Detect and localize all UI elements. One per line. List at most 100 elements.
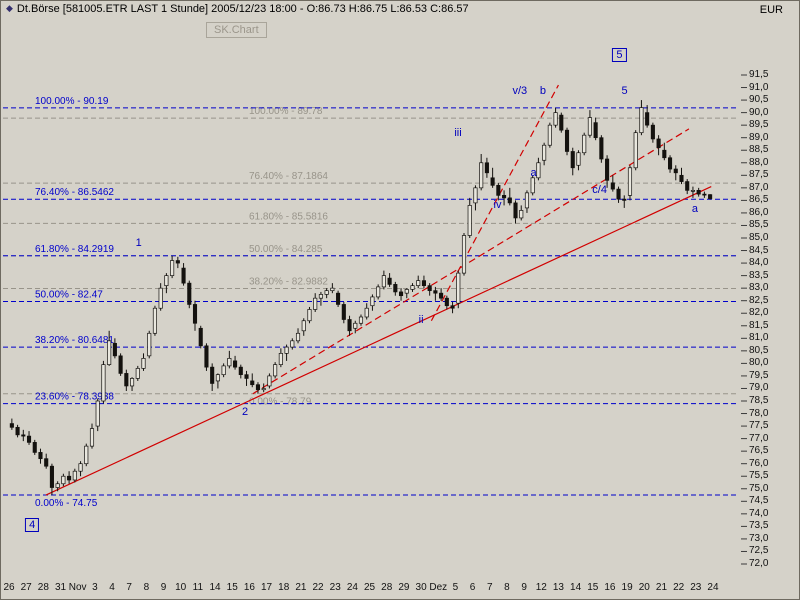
x-axis-label: 23 — [690, 582, 702, 593]
candle-body — [147, 332, 152, 357]
fib-blue-level-label: 38.20% - 80.6481 — [35, 335, 114, 346]
sk-chart-watermark: SK.Chart — [206, 22, 267, 38]
x-axis-label: 20 — [638, 582, 650, 593]
candle-body — [84, 445, 89, 465]
candle-body — [616, 188, 621, 200]
candle-body — [215, 374, 220, 382]
y-axis-label: 88,0 — [749, 156, 769, 168]
x-axis-label: 28 — [381, 582, 393, 593]
candle-body — [273, 364, 278, 377]
x-axis-label: 24 — [346, 582, 358, 593]
y-axis-label: 83,5 — [749, 269, 769, 281]
elliott-wave-label: iv — [493, 199, 502, 212]
candle-body — [593, 122, 598, 139]
x-axis-label: 22 — [673, 582, 685, 593]
y-axis-label: 75,5 — [749, 470, 769, 482]
y-axis-label: 89,5 — [749, 119, 769, 131]
candle-body — [553, 112, 558, 126]
y-axis-label: 80,0 — [749, 357, 769, 369]
candle-body — [662, 149, 667, 159]
y-axis-label: 84,5 — [749, 244, 769, 256]
elliott-wave-label: c/4 — [592, 184, 607, 197]
candle-body — [38, 452, 43, 460]
candle-body — [667, 157, 673, 170]
candle-body — [44, 458, 49, 467]
candle-body — [582, 134, 587, 154]
candle-body — [261, 388, 266, 391]
candle-body — [307, 309, 312, 322]
candle-body — [364, 307, 369, 318]
currency-label: EUR — [759, 4, 783, 16]
candle-body — [170, 260, 175, 276]
candle-body — [673, 168, 678, 174]
candle-body — [530, 177, 535, 194]
candle-body — [690, 190, 695, 192]
candle-body — [450, 305, 455, 309]
candle-body — [107, 340, 112, 365]
candle-body — [284, 346, 289, 354]
x-axis-label: 15 — [226, 582, 238, 593]
candle-body — [135, 368, 140, 379]
x-axis-label: Nov — [68, 582, 87, 593]
candle-body — [393, 284, 398, 293]
y-axis-label: 74,5 — [749, 495, 769, 507]
elliott-wave-label: 2 — [242, 406, 249, 419]
candle-body — [605, 158, 610, 181]
candle-body — [341, 304, 346, 320]
x-axis-label: 7 — [486, 582, 493, 593]
fib-gray-level-label: 38.20% - 82.9882 — [249, 276, 328, 287]
elliott-wave-label: 1 — [135, 237, 142, 249]
window-title: Dt.Börse [581005.ETR LAST 1 Stunde] 2005… — [16, 3, 469, 15]
candle-body — [26, 435, 32, 443]
candle-body — [421, 280, 426, 286]
x-axis-label: 14 — [570, 582, 582, 593]
candle-body — [542, 144, 547, 161]
x-axis-label: 4 — [109, 582, 115, 593]
fib-blue-level-label: 50.00% - 82.47 — [35, 289, 103, 300]
candle-body — [15, 426, 20, 436]
candle-body — [313, 297, 318, 310]
elliott-wave-label: ii — [418, 313, 424, 326]
y-axis-label: 78,5 — [749, 395, 769, 406]
candle-body — [587, 117, 592, 136]
candle-body — [290, 340, 295, 348]
candle-body — [502, 195, 507, 199]
candle-body — [32, 442, 37, 453]
candle-body — [461, 235, 467, 274]
y-axis-label: 75,0 — [749, 482, 769, 494]
x-axis-label: 9 — [521, 582, 527, 593]
y-axis-label: 77,5 — [749, 420, 769, 432]
candle-body — [301, 320, 306, 332]
candle-body — [570, 151, 575, 169]
fib-blue-level-label: 76.40% - 86.5462 — [35, 187, 114, 198]
candle-body — [685, 181, 690, 191]
y-axis-label: 79,0 — [749, 382, 769, 394]
candle-body — [175, 260, 180, 264]
x-axis-label: 21 — [295, 582, 307, 593]
candle-body — [130, 378, 135, 387]
candle-body — [467, 205, 472, 236]
candle-body — [330, 287, 335, 292]
candle-body — [547, 124, 552, 146]
candle-body — [507, 197, 512, 204]
elliott-wave-label-boxed: 4 — [25, 518, 40, 533]
y-axis-label: 90,5 — [749, 94, 769, 106]
y-axis-label: 72,5 — [749, 545, 769, 557]
candle-body — [61, 475, 66, 485]
candle-body — [164, 275, 169, 286]
candle-body — [376, 286, 381, 298]
x-axis-label: 30 — [415, 582, 427, 593]
candle-body — [181, 267, 186, 284]
y-axis-label: 91,0 — [749, 81, 769, 93]
candle-body — [101, 364, 106, 402]
candle-body — [295, 332, 301, 342]
y-axis-label: 79,5 — [749, 369, 769, 381]
candle-body — [250, 380, 255, 386]
candle-body — [158, 287, 163, 309]
y-axis-label: 73,5 — [749, 520, 769, 532]
y-axis-label: 80,5 — [749, 344, 769, 356]
x-axis-label: 24 — [707, 582, 719, 593]
y-axis-label: 76,5 — [749, 445, 769, 457]
